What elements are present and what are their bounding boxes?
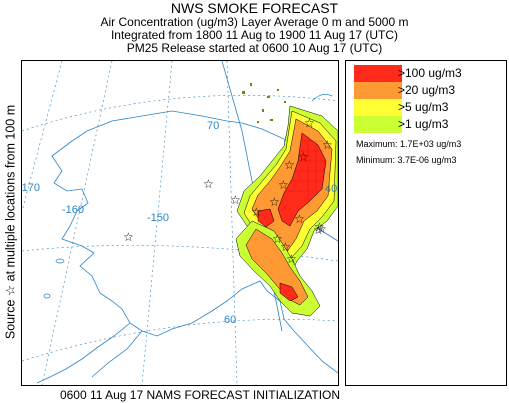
- island: [311, 94, 333, 102]
- legend-swatch-20: [354, 82, 402, 99]
- source-location-label: Source ☆ at multiple locations from 100 …: [0, 60, 20, 384]
- source-star-icon: ☆: [272, 232, 283, 246]
- concentration-subtitle: Air Concentration (ug/m3) Layer Average …: [100, 15, 409, 29]
- contour-100ug: [257, 208, 275, 228]
- forecast-title: NWS SMOKE FORECAST: [170, 0, 339, 16]
- legend-swatch-100: [354, 65, 402, 82]
- integration-period: Integrated from 1800 11 Aug to 1900 11 A…: [110, 28, 399, 42]
- source-location-text: Source ☆ at multiple locations from 100 …: [3, 104, 18, 340]
- island: [43, 293, 51, 299]
- island: [55, 258, 65, 264]
- source-star-icon: ☆: [316, 222, 327, 236]
- legend-label-100: >100 ug/m3: [398, 66, 462, 80]
- border-line: [221, 61, 243, 132]
- source-star-icon: ☆: [278, 178, 289, 192]
- source-star-icon: ☆: [304, 116, 315, 130]
- lon-label-160: -160: [62, 204, 84, 216]
- initialization-footer: 0600 11 Aug 17 NAMS FORECAST INITIALIZAT…: [59, 388, 341, 402]
- lon-label-150: -150: [147, 212, 169, 224]
- longitude-line: [41, 61, 113, 385]
- legend-label-5: >5 ug/m3: [398, 100, 449, 114]
- lat-label-60: 60: [224, 314, 236, 326]
- map-canvas: ☆ ☆ ☆ ☆ ☆ ☆ ☆ ☆ ☆ ☆ ☆ ☆ ☆ ☆ ☆ ☆ ☆ -170 -…: [22, 61, 338, 385]
- maximum-value: Maximum: 1.7E+03 ug/m3: [356, 139, 462, 149]
- source-star-icon: ☆: [314, 220, 325, 234]
- longitude-line: [226, 61, 238, 385]
- source-star-icon: ☆: [284, 158, 295, 172]
- contour-100ug: [279, 282, 299, 302]
- smoke-specks: [242, 83, 286, 123]
- latitude-line: [22, 319, 338, 362]
- border-line: [276, 305, 283, 332]
- source-markers: ☆ ☆ ☆ ☆ ☆ ☆ ☆ ☆ ☆ ☆ ☆ ☆ ☆ ☆ ☆ ☆ ☆: [123, 116, 333, 266]
- contour-20ug: [245, 228, 309, 306]
- source-star-icon: ☆: [298, 150, 309, 164]
- plume-grid: [286, 136, 326, 206]
- concentration-legend: >100 ug/m3 >20 ug/m3 >5 ug/m3 >1 ug/m3 M…: [345, 60, 507, 386]
- source-star-icon: ☆: [313, 223, 324, 237]
- source-star-icon: ☆: [230, 193, 241, 207]
- smoke-plume: [235, 105, 338, 317]
- longitude-line: [22, 61, 63, 212]
- minimum-value: Minimum: 3.7E-06 ug/m3: [356, 155, 457, 165]
- source-star-icon: ☆: [322, 138, 333, 152]
- source-star-icon: ☆: [203, 177, 214, 191]
- latitude-line: [22, 94, 338, 132]
- source-star-icon: ☆: [286, 252, 297, 266]
- lat-label-70: 70: [207, 120, 219, 132]
- coastline: [36, 110, 338, 384]
- smoke-map: ☆ ☆ ☆ ☆ ☆ ☆ ☆ ☆ ☆ ☆ ☆ ☆ ☆ ☆ ☆ ☆ ☆ -170 -…: [21, 60, 339, 386]
- legend-label-20: >20 ug/m3: [398, 83, 456, 97]
- legend-label-1: >1 ug/m3: [398, 117, 449, 131]
- source-star-icon: ☆: [280, 240, 291, 254]
- source-star-icon: ☆: [269, 195, 280, 209]
- edge-label: 40: [325, 183, 337, 195]
- lon-label-170: -170: [22, 182, 40, 194]
- source-star-icon: ☆: [251, 205, 262, 219]
- legend-swatch-1: [354, 116, 402, 133]
- release-info: PM25 Release started at 0600 10 Aug 17 (…: [126, 41, 383, 55]
- legend-swatch-5: [354, 99, 402, 116]
- longitude-line: [141, 61, 173, 385]
- source-star-icon: ☆: [123, 230, 134, 244]
- source-star-icon: ☆: [294, 212, 305, 226]
